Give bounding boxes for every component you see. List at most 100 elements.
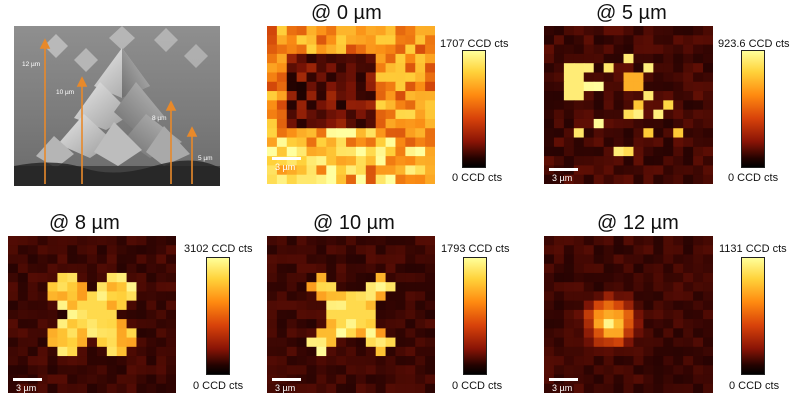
map-pixel [27, 272, 39, 283]
map-pixel [563, 118, 575, 129]
map-pixel [653, 263, 664, 274]
map-pixel [87, 337, 98, 348]
panel-5-scalebar-label: 3 µm [552, 173, 573, 183]
map-pixel [563, 245, 575, 256]
map-pixel [276, 118, 288, 129]
map-pixel [633, 35, 645, 46]
map-pixel [593, 174, 605, 184]
map-pixel [156, 300, 167, 311]
map-pixel [553, 109, 565, 120]
map-pixel [17, 309, 29, 320]
map-pixel [603, 254, 615, 265]
map-pixel [27, 337, 39, 348]
map-pixel [296, 146, 308, 157]
map-pixel [355, 146, 367, 157]
map-pixel [415, 282, 426, 293]
map-pixel [346, 53, 357, 64]
map-pixel [126, 263, 138, 274]
panel-10-colorbar-max: 1793 CCD cts [441, 243, 510, 255]
map-pixel [425, 245, 435, 256]
map-pixel [96, 328, 108, 339]
map-pixel [365, 356, 377, 366]
map-pixel [673, 346, 684, 357]
map-pixel [346, 337, 357, 348]
map-pixel [583, 291, 595, 302]
map-pixel [603, 374, 615, 385]
map-pixel [633, 245, 645, 256]
panel-10-colorbar [463, 257, 487, 375]
map-pixel [683, 263, 694, 274]
map-pixel [633, 118, 645, 129]
map-pixel [623, 35, 635, 46]
map-pixel [544, 118, 555, 129]
map-pixel [316, 174, 327, 184]
map-pixel [267, 328, 278, 339]
map-pixel [47, 328, 59, 339]
map-pixel [583, 328, 595, 339]
map-pixel [146, 254, 157, 265]
map-pixel [643, 300, 654, 311]
map-pixel [425, 100, 435, 111]
map-pixel [365, 300, 377, 311]
panel-8-title: @ 8 µm [49, 212, 120, 234]
map-pixel [355, 337, 367, 348]
map-pixel [603, 291, 615, 302]
map-pixel [583, 365, 595, 376]
map-pixel [613, 26, 625, 36]
map-pixel [663, 263, 674, 274]
map-pixel [405, 44, 416, 55]
map-pixel [375, 72, 387, 83]
map-pixel [136, 300, 147, 311]
map-pixel [146, 245, 157, 256]
map-pixel [573, 254, 585, 265]
map-pixel [405, 81, 416, 92]
map-pixel [683, 44, 694, 55]
map-pixel [306, 291, 318, 302]
map-pixel [166, 374, 176, 385]
map-pixel [623, 137, 635, 148]
map-pixel [276, 236, 288, 246]
map-pixel [653, 156, 664, 167]
map-pixel [623, 300, 635, 311]
map-pixel [375, 35, 387, 46]
map-pixel [395, 291, 406, 302]
map-pixel [405, 346, 416, 357]
map-pixel [276, 53, 288, 64]
map-pixel [683, 128, 694, 139]
map-pixel [544, 63, 555, 74]
map-pixel [643, 137, 654, 148]
map-pixel [613, 356, 625, 366]
map-pixel [643, 291, 654, 302]
map-pixel [286, 35, 298, 46]
map-pixel [306, 137, 318, 148]
map-pixel [553, 254, 565, 265]
map-pixel [613, 282, 625, 293]
map-pixel [544, 272, 555, 283]
map-pixel [267, 81, 278, 92]
map-pixel [87, 291, 98, 302]
map-pixel [276, 356, 288, 366]
map-pixel [613, 156, 625, 167]
map-pixel [544, 245, 555, 256]
map-pixel [643, 100, 654, 111]
map-pixel [126, 309, 138, 320]
map-pixel [544, 300, 555, 311]
map-pixel [583, 128, 595, 139]
map-pixel [296, 26, 308, 36]
panel-5-colorbar [741, 50, 765, 168]
map-pixel [563, 109, 575, 120]
map-pixel [375, 53, 387, 64]
map-pixel [425, 346, 435, 357]
map-pixel [653, 365, 664, 376]
panel-0-map: 3 µm [267, 26, 435, 184]
map-pixel [603, 44, 615, 55]
intensity-map-8 [8, 236, 176, 393]
map-pixel [336, 35, 347, 46]
map-pixel [116, 319, 128, 329]
sem-label-12: 12 µm [22, 61, 40, 68]
map-pixel [316, 128, 327, 139]
map-pixel [544, 91, 555, 101]
map-pixel [267, 337, 278, 348]
map-pixel [553, 81, 565, 92]
map-pixel [643, 236, 654, 246]
